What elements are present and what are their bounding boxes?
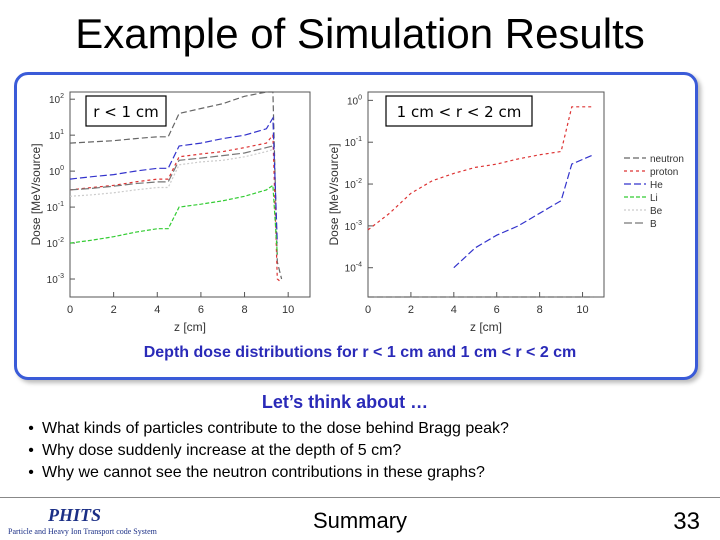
x-tick-label: 10: [576, 304, 588, 316]
y-tick-label: 100: [347, 94, 362, 107]
footer-section: Summary: [312, 508, 408, 533]
y-tick-label: 10-1: [47, 201, 64, 214]
y-tick-label: 101: [49, 129, 64, 142]
x-tick-label: 2: [111, 304, 117, 316]
series-line-B: [69, 145, 274, 191]
x-tick-label: 8: [537, 304, 543, 316]
think-heading: Let’s think about …: [261, 392, 429, 412]
x-tick-label: 0: [67, 304, 73, 316]
logo-text: PHITS: [48, 505, 102, 525]
y-tick-label: 10-2: [47, 237, 64, 250]
figure-caption: Depth dose distributions for r < 1 cm an…: [143, 344, 577, 361]
x-tick-label: 6: [494, 304, 500, 316]
plot-frame: [69, 91, 311, 298]
phits-logo: PHITS Particle and Heavy Ion Transport c…: [8, 505, 158, 537]
region-label: 1 cm < r < 2 cm: [397, 103, 522, 121]
region-label: r < 1 cm: [93, 103, 158, 121]
y-tick-label: 10-3: [345, 220, 362, 233]
legend-label: He: [650, 180, 663, 191]
chart-0: 0 2 4 6 8 10 10-3 10-2 10-1 100 101 102 z [cm] Dose […: [29, 91, 311, 334]
x-tick-label: 0: [365, 304, 371, 316]
y-tick-label: 102: [49, 93, 64, 106]
footer-divider: [0, 497, 720, 498]
x-tick-label: 6: [198, 304, 204, 316]
x-tick-label: 2: [408, 304, 414, 316]
series-line-Be: [69, 148, 274, 197]
legend-label: neutron: [650, 154, 684, 165]
chart-1: 0 2 4 6 8 10 10-4 10-3 10-2 10-1 100 z [cm] Dose [Me…: [327, 91, 605, 334]
x-tick-label: 10: [282, 304, 294, 316]
legend-label: Be: [650, 206, 663, 217]
slide-title: Example of Simulation Results: [75, 10, 645, 57]
question-list: What kinds of particles contribute to th…: [20, 418, 710, 484]
legend-label: proton: [650, 167, 678, 178]
x-tick-label: 4: [154, 304, 160, 316]
y-axis-label: Dose [MeV/source]: [29, 143, 43, 245]
legend-label: Li: [650, 193, 658, 204]
y-tick-label: 10-2: [345, 178, 362, 191]
y-axis-label: Dose [MeV/source]: [327, 143, 341, 245]
question-item: Why dose suddenly increase at the depth …: [20, 440, 710, 462]
question-item: What kinds of particles contribute to th…: [20, 418, 710, 440]
series-line-Li: [69, 184, 278, 254]
x-tick-label: 4: [451, 304, 457, 316]
legend-label: B: [650, 219, 657, 230]
y-tick-label: 10-3: [47, 273, 64, 286]
logo-subtitle: Particle and Heavy Ion Transport code Sy…: [8, 527, 157, 536]
region-label-box: [385, 95, 533, 127]
chart-legend: neutron proton He Li Be B: [624, 154, 684, 230]
region-label-box: [85, 95, 167, 127]
y-tick-label: 100: [49, 165, 64, 178]
page-number: 33: [673, 508, 700, 535]
question-item: Why we cannot see the neutron contributi…: [20, 462, 710, 484]
x-axis-label: z [cm]: [470, 320, 502, 334]
series-line-proton: [69, 133, 282, 283]
series-line-He: [453, 154, 594, 269]
series-line-He: [69, 115, 278, 244]
x-tick-label: 8: [241, 304, 247, 316]
y-tick-label: 10-4: [345, 262, 362, 275]
y-tick-label: 10-1: [345, 136, 362, 149]
series-line-neutron: [69, 91, 283, 280]
x-axis-label: z [cm]: [174, 320, 206, 334]
